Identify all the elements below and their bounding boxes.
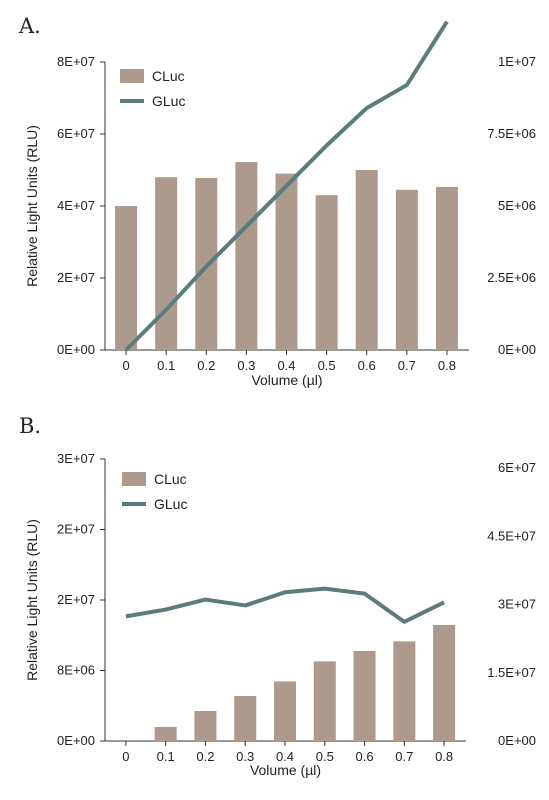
charta-left-tick-label: 6E+07 (57, 126, 95, 141)
chartb-right-tick-label: 3E+07 (498, 597, 536, 612)
charta-bar-cluc (155, 177, 178, 350)
charta-legend-swatch-cluc (120, 69, 144, 83)
charta-right-tick-label: 5E+06 (498, 198, 536, 213)
charta-bar-cluc (235, 162, 258, 350)
charta-line-gluc (124, 20, 449, 352)
charta-left-tick-label: 4E+07 (57, 198, 95, 213)
panel-label-b: B. (19, 414, 42, 438)
charta-bar-cluc (435, 186, 458, 350)
chartb-bar-cluc (393, 641, 416, 741)
charta-bar-cluc (115, 206, 138, 350)
chartb-bar-cluc (154, 726, 177, 741)
charta-right-tick-label: 2.5E+06 (487, 270, 536, 285)
charta-right-tick-label: 0E+00 (498, 342, 536, 357)
charta-x-tick-label: 0.5 (318, 358, 336, 373)
chartb-left-tick-label: 8E+06 (57, 663, 95, 678)
panel-label-a: A. (19, 14, 41, 38)
chartb-left-tick-label: 0E+00 (57, 733, 95, 748)
charta-ylabel: Relative Light Units (RLU) (24, 125, 40, 287)
charta-x-tick-label: 0.8 (438, 358, 456, 373)
charta-x-tick-label: 0.6 (358, 358, 376, 373)
charta-left-tick-label: 0E+00 (57, 342, 95, 357)
charta-bar-cluc (315, 195, 338, 350)
chartb-bar-cluc (313, 661, 336, 741)
charta-x-tick-label: 0.4 (277, 358, 295, 373)
chartb-legend-label-cluc: CLuc (154, 471, 187, 487)
charta-right-tick-label: 1E+07 (498, 54, 536, 69)
chartb-bar-cluc (433, 625, 456, 741)
charta-bar-cluc (395, 189, 418, 350)
chartb-x-tick-label: 0.3 (236, 749, 254, 764)
chartb-legend-swatch-cluc (122, 472, 146, 486)
chartb-x-tick-label: 0.6 (356, 749, 374, 764)
chartb-x-tick-label: 0.7 (395, 749, 413, 764)
charta-left-tick-label: 8E+07 (57, 54, 95, 69)
chartb-legend-label-gluc: GLuc (154, 496, 187, 512)
chartb-bar-cluc (353, 650, 376, 741)
chartb-right-tick-label: 6E+07 (498, 460, 536, 475)
chartb-ylabel: Relative Light Units (RLU) (24, 519, 40, 681)
chartb-left-tick-label: 2E+07 (57, 592, 95, 607)
chartb-x-tick-label: 0.2 (196, 749, 214, 764)
chartb-x-tick-label: 0.4 (276, 749, 294, 764)
charta-left-tick-label: 2E+07 (57, 270, 95, 285)
chartb-line-gluc (125, 586, 445, 624)
charta-legend-label-cluc: CLuc (152, 68, 185, 84)
charta-xlabel: Volume (µl) (251, 372, 322, 388)
chartb-x-tick-label: 0.5 (316, 749, 334, 764)
charta-x-tick-label: 0.1 (157, 358, 175, 373)
charta-x-tick-label: 0.3 (237, 358, 255, 373)
charta-x-tick-label: 0.2 (197, 358, 215, 373)
charta-x-tick-label: 0.7 (398, 358, 416, 373)
chartb-xlabel: Volume (µl) (250, 762, 321, 778)
chartb-x-tick-label: 0.1 (157, 749, 175, 764)
charta-right-tick-label: 7.5E+06 (487, 126, 536, 141)
charta-bar-cluc (355, 170, 378, 350)
chartb-bar-cluc (194, 710, 217, 741)
charta-bar-cluc (275, 173, 298, 350)
chartb-right-tick-label: 4.5E+07 (487, 528, 536, 543)
chartb-right-tick-label: 0E+00 (498, 733, 536, 748)
charta-x-tick-label: 0 (122, 358, 129, 373)
chartb-left-tick-label: 3E+07 (57, 451, 95, 466)
chartb-x-tick-label: 0 (122, 749, 129, 764)
chartb-bar-cluc (274, 681, 296, 741)
chartb-left-tick-label: 2E+07 (57, 522, 95, 537)
chartb-x-tick-label: 0.8 (435, 749, 453, 764)
chartb-bar-cluc (234, 695, 257, 741)
charta-legend-label-gluc: GLuc (152, 93, 185, 109)
chartb-right-tick-label: 1.5E+07 (487, 665, 536, 680)
